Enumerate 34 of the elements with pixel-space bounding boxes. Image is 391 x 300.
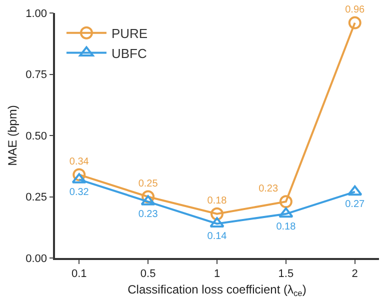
data-label: 0.96 [345, 4, 366, 16]
data-label: 0.32 [69, 186, 90, 198]
point [72, 173, 86, 184]
point [278, 207, 294, 218]
y-axis-title: MAE (bpm) [5, 105, 20, 166]
point [140, 195, 156, 206]
data-label: 0.23 [138, 209, 158, 220]
point [279, 195, 292, 208]
point [210, 207, 224, 220]
y-tick-label: 0.50 [26, 130, 48, 142]
x-tick-label: 0.5 [140, 268, 156, 280]
point [142, 190, 155, 204]
x-axis-title: Classification loss coefficient (λ$_{ce}$) [128, 282, 306, 298]
point [348, 16, 362, 30]
data-label: 0.18 [207, 196, 228, 207]
x-tick-label: 2 [352, 268, 358, 280]
legend-label: PURE [111, 26, 148, 41]
y-tick-label: 1.00 [26, 8, 48, 20]
x-tick-label: 1 [214, 268, 220, 280]
data-label: 0.25 [138, 178, 158, 190]
data-label: 0.27 [345, 199, 366, 210]
y-tick-label: 0.75 [26, 69, 48, 82]
point [348, 185, 362, 196]
point [210, 217, 224, 228]
legend-label: UBFC [111, 46, 147, 61]
y-tick-label: 0.00 [26, 252, 48, 265]
x-tick-label: 1.5 [278, 268, 294, 280]
data-label: 0.14 [207, 231, 228, 242]
point [72, 168, 86, 182]
data-label: 0.18 [276, 221, 296, 232]
y-tick-label: 0.25 [26, 192, 48, 204]
x-tick-label: 0.1 [71, 268, 87, 280]
data-label: 0.23 [258, 183, 278, 194]
data-label: 0.34 [69, 156, 90, 168]
